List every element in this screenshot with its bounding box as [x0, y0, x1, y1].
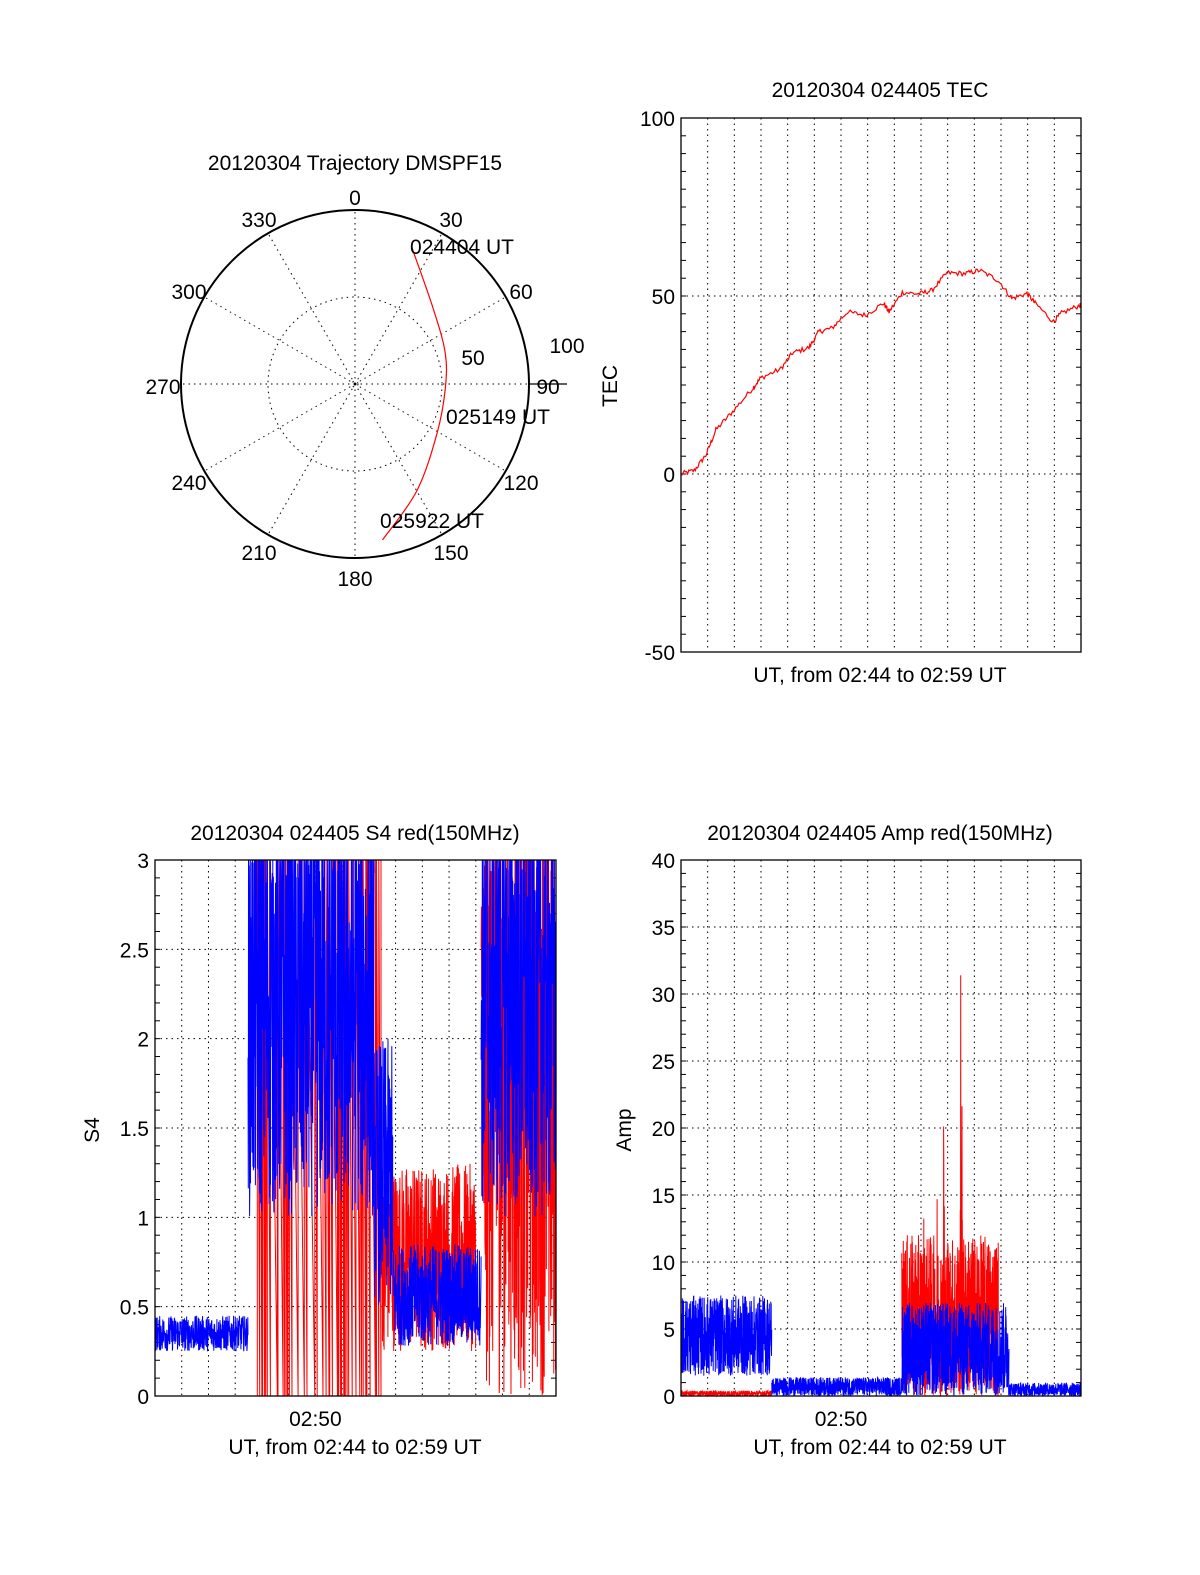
polar-angle-label: 300	[171, 281, 206, 304]
polar-title: 20120304 Trajectory DMSPF15	[208, 152, 502, 175]
plot-frame	[680, 859, 1082, 1397]
blue-series-segment	[392, 1244, 482, 1346]
tec-ylabel: TEC	[599, 365, 622, 407]
polar-angle-label: 210	[241, 542, 276, 565]
polar-spoke	[267, 233, 356, 385]
polar-spoke	[267, 383, 356, 535]
polar-angle-label: 330	[241, 209, 276, 232]
polar-angle-label: 30	[439, 209, 462, 232]
y-tick-label: 30	[652, 984, 675, 1007]
plot-frame	[154, 859, 557, 1397]
y-tick-label: 40	[652, 850, 675, 873]
y-tick-label: 0	[137, 1386, 149, 1409]
polar-angle-label: 150	[433, 542, 468, 565]
tec-xlabel: UT, from 02:44 to 02:59 UT	[753, 664, 1006, 687]
amp-ylabel: Amp	[613, 1108, 636, 1151]
y-tick-label: 1	[137, 1207, 149, 1230]
y-tick-label: 0	[663, 1386, 675, 1409]
blue-series-segment	[680, 1295, 773, 1376]
y-tick-label: 35	[652, 917, 675, 940]
polar-spoke	[354, 233, 443, 385]
blue-series-segment	[373, 1038, 394, 1305]
amp-title: 20120304 024405 Amp red(150MHz)	[707, 822, 1053, 845]
polar-spoke	[204, 383, 356, 472]
y-tick-label: 20	[652, 1118, 675, 1141]
y-tick-label: 0.5	[120, 1297, 149, 1320]
polar-grid	[181, 210, 529, 558]
polar-spoke	[354, 383, 506, 472]
polar-angle-label: 240	[171, 472, 206, 495]
s4-plot: 20120304 024405 S4 red(150MHz) UT, from …	[81, 822, 557, 1459]
blue-series-segment	[901, 1302, 1010, 1397]
amp-xlabel: UT, from 02:44 to 02:59 UT	[753, 1436, 1006, 1459]
polar-center	[351, 380, 359, 388]
blue-series-segment	[771, 1375, 903, 1397]
polar-spoke	[204, 296, 356, 385]
polar-angle-label: 180	[337, 568, 372, 591]
y-tick-label: 100	[640, 108, 675, 131]
plot-frame	[680, 117, 1082, 653]
polar-outer-circle	[180, 209, 530, 559]
polar-spoke	[354, 296, 506, 385]
y-tick-label: 15	[652, 1185, 675, 1208]
radial-label-100: 100	[549, 335, 584, 358]
radial-label-50: 50	[461, 347, 484, 370]
trajectory-end-label: 025922 UT	[380, 510, 484, 533]
x-tick-label: 02:50	[289, 1408, 342, 1431]
polar-grid-circle-50	[267, 296, 443, 472]
y-tick-label: 0	[663, 464, 675, 487]
polar-angle-labels: 0 30 60 90 120 150 180 210 240 270 300 330	[145, 187, 559, 591]
s4-ylabel: S4	[81, 1117, 104, 1143]
y-tick-label: 50	[652, 286, 675, 309]
blue-series-segment	[154, 1315, 249, 1352]
y-tick-label: 5	[663, 1319, 675, 1342]
y-tick-label: 2	[137, 1029, 149, 1052]
y-tick-label: 3	[137, 850, 149, 873]
tec-series-line	[680, 268, 1082, 476]
polar-spoke	[354, 383, 443, 535]
polar-angle-label: 0	[349, 187, 361, 210]
trajectory-line	[382, 247, 448, 541]
tec-title: 20120304 024405 TEC	[772, 79, 989, 102]
red-series-segment	[680, 1389, 773, 1398]
y-tick-label: -50	[645, 642, 675, 665]
y-tick-label: 1.5	[120, 1118, 149, 1141]
y-tick-label: 10	[652, 1252, 675, 1275]
polar-angle-label: 120	[503, 472, 538, 495]
blue-series-segment	[1008, 1381, 1082, 1397]
amp-plot: 20120304 024405 Amp red(150MHz) UT, from…	[613, 822, 1082, 1459]
polar-angle-label: 270	[145, 376, 180, 399]
trajectory-mid-label: 025149 UT	[446, 406, 550, 429]
polar-angle-label: 60	[509, 281, 532, 304]
s4-xlabel: UT, from 02:44 to 02:59 UT	[228, 1436, 481, 1459]
x-tick-label: 02:50	[815, 1408, 868, 1431]
tec-plot: 20120304 024405 TEC UT, from 02:44 to 02…	[599, 79, 1082, 687]
polar-angle-label: 90	[536, 376, 559, 399]
trajectory-start-label: 024404 UT	[410, 236, 514, 259]
y-tick-label: 2.5	[120, 939, 149, 962]
y-tick-label: 25	[652, 1051, 675, 1074]
s4-title: 20120304 024405 S4 red(150MHz)	[190, 822, 519, 845]
trajectory-polar-plot: 20120304 Trajectory DMSPF15 0 30 60 90 120 15…	[145, 152, 584, 591]
